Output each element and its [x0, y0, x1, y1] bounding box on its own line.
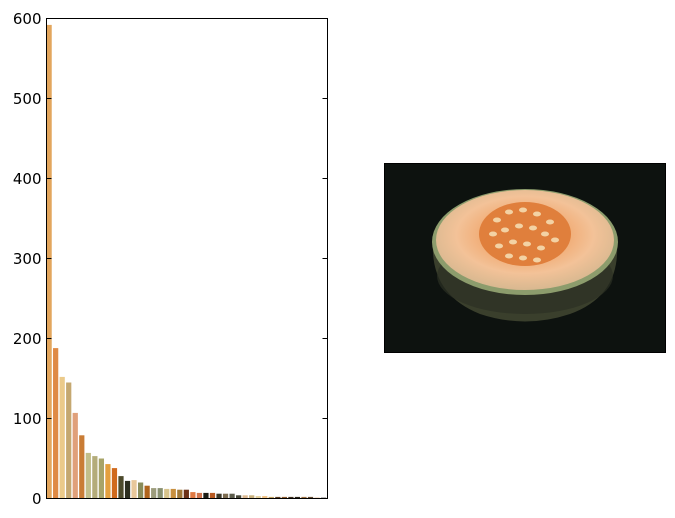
bar-28 [222, 493, 229, 499]
y-axis: 0 100 200 300 400 500 600 [13, 10, 328, 508]
y-tick-label-0: 0 [32, 490, 42, 508]
bar-15 [137, 482, 144, 499]
bar-9 [98, 458, 105, 499]
bar-39 [294, 496, 301, 499]
bar-13 [124, 480, 131, 499]
bar-5 [72, 412, 78, 499]
bar-7 [85, 452, 91, 499]
bar-17 [151, 488, 157, 499]
bar-31 [242, 495, 248, 499]
bar-19 [164, 488, 170, 499]
bar-21 [177, 489, 183, 499]
bar-6 [79, 435, 85, 499]
bar-24 [196, 492, 203, 499]
bar-35 [268, 496, 274, 499]
y-tick-label-300: 300 [13, 250, 42, 268]
melon-photo [384, 163, 666, 353]
bar-23 [190, 492, 196, 499]
bar-22 [183, 489, 189, 499]
bar-27 [216, 493, 222, 499]
bar-20 [170, 488, 176, 499]
bar-4 [66, 382, 72, 499]
bar-26 [209, 492, 216, 499]
bar-41 [307, 496, 314, 499]
bar-1 [46, 24, 52, 499]
bar-8 [92, 456, 98, 499]
y-tick-label-500: 500 [13, 90, 42, 108]
bar-series [46, 24, 327, 499]
bar-18 [157, 488, 163, 499]
plot-frame [46, 18, 328, 499]
bar-14 [131, 480, 137, 499]
y-tick-label-600: 600 [13, 10, 42, 28]
bar-10 [105, 464, 111, 499]
bar-11 [111, 468, 118, 499]
bar-38 [288, 496, 294, 499]
bar-33 [255, 496, 261, 499]
bar-30 [236, 495, 242, 499]
bar-36 [275, 496, 281, 499]
bar-2 [53, 348, 59, 499]
bar-16 [144, 485, 150, 499]
bar-3 [59, 376, 65, 499]
y-tick-label-100: 100 [13, 410, 42, 428]
bar-40 [301, 496, 307, 499]
bar-12 [118, 476, 124, 499]
bar-34 [262, 496, 268, 499]
bar-29 [229, 493, 235, 499]
bar-25 [203, 492, 209, 499]
bar-32 [249, 495, 255, 499]
bar-37 [281, 496, 287, 499]
bar-chart: 0 100 200 300 400 500 600 [13, 10, 328, 508]
y-tick-label-200: 200 [13, 330, 42, 348]
y-tick-label-400: 400 [13, 170, 42, 188]
